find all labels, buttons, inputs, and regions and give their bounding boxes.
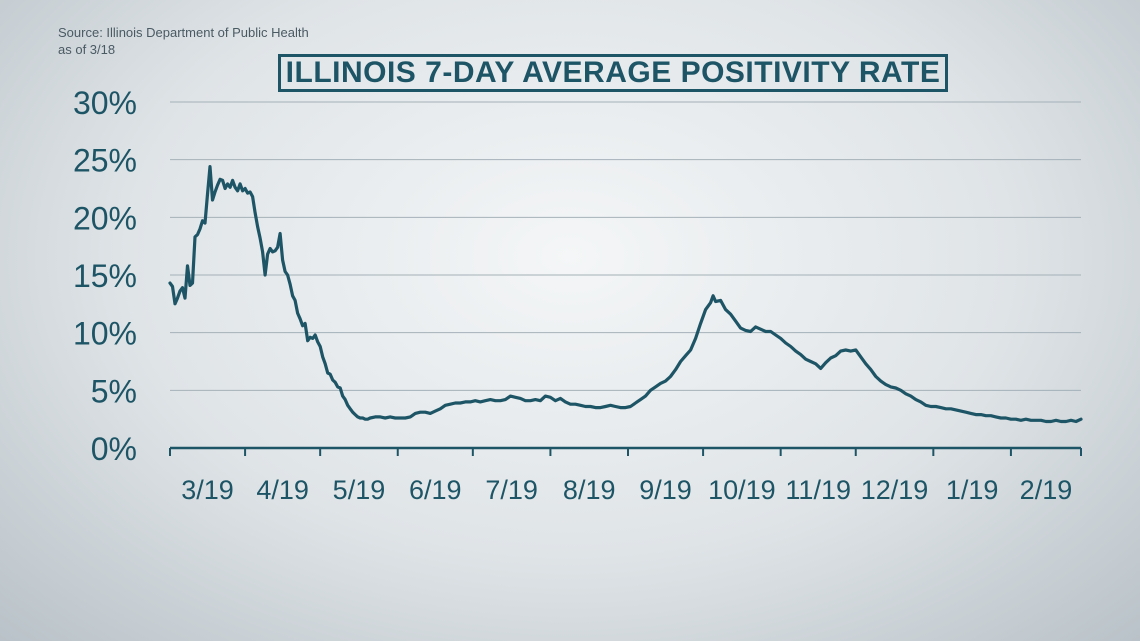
y-tick-label: 30% — [73, 85, 137, 121]
x-tick-label: 3/19 — [181, 475, 234, 505]
grid-lines — [170, 101, 1081, 391]
y-tick-label: 15% — [73, 258, 137, 294]
y-tick-label: 5% — [91, 373, 137, 409]
x-tick-label: 12/19 — [861, 475, 929, 505]
x-tick-label: 6/19 — [409, 475, 462, 505]
x-axis — [169, 446, 1082, 456]
y-axis-labels: 0% 5% 10% 15% 20% 25% 30% — [73, 85, 137, 467]
chart-title-box: ILLINOIS 7-DAY AVERAGE POSITIVITY RATE — [278, 54, 948, 92]
series-layer — [168, 165, 1083, 424]
as-of-date: as of 3/18 — [58, 42, 116, 57]
x-tick-label: 9/19 — [639, 475, 692, 505]
x-tick-label: 7/19 — [485, 475, 538, 505]
y-tick-label: 0% — [91, 431, 137, 467]
x-tick-label: 2/19 — [1020, 475, 1073, 505]
x-tick-label: 8/19 — [563, 475, 616, 505]
x-tick-label: 10/19 — [708, 475, 776, 505]
source-note: Source: Illinois Department of Public He… — [58, 24, 309, 58]
source-line: Source: Illinois Department of Public He… — [58, 25, 309, 40]
x-axis-labels: 3/19 4/19 5/19 6/19 7/19 8/19 9/19 10/19 11/19 12… — [181, 475, 1072, 505]
x-tick-label: 4/19 — [256, 475, 309, 505]
y-tick-label: 25% — [73, 143, 137, 179]
series-line-positivity-rate — [168, 165, 1083, 424]
y-tick-label: 10% — [73, 316, 137, 352]
x-tick-label: 11/19 — [785, 475, 851, 505]
y-tick-label: 20% — [73, 200, 137, 236]
chart-title: ILLINOIS 7-DAY AVERAGE POSITIVITY RATE — [285, 56, 941, 89]
x-tick-label: 5/19 — [333, 475, 386, 505]
x-tick-label: 1/19 — [946, 475, 999, 505]
